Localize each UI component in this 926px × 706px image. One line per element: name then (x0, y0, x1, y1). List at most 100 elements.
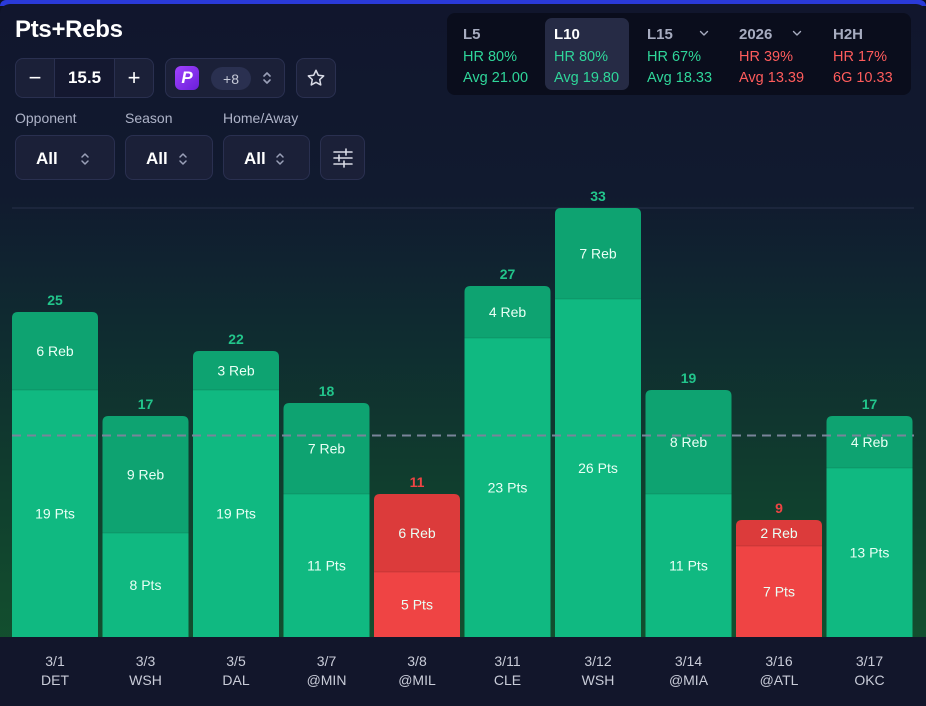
pts-label: 8 Pts (130, 577, 162, 593)
x-tick-opponent: DET (41, 672, 69, 688)
bar-segment-reb (193, 351, 279, 390)
bar-segment-reb (102, 416, 189, 533)
average-value: Avg 18.33 (647, 70, 713, 86)
x-tick-date: 3/12 (584, 653, 611, 669)
up-down-chevron-icon (263, 72, 271, 84)
pts-label: 26 Pts (578, 460, 618, 476)
opponent-filter-value: All (36, 149, 58, 168)
bar-segment-pts (464, 338, 551, 637)
total-label: 33 (590, 188, 606, 204)
stat-tab-season[interactable]: 2026 HR 39% Avg 13.39 (730, 18, 818, 90)
total-label: 17 (862, 396, 878, 412)
bar-group: 2 Reb 7 Pts 9 (736, 500, 822, 637)
stat-tab-label: L15 (647, 26, 673, 43)
stat-tab-h2h[interactable]: H2H HR 17% 6G 10.33 (824, 18, 908, 90)
x-tick-opponent: @ATL (760, 672, 799, 688)
bar-group: 4 Reb 13 Pts 17 (826, 396, 913, 637)
season-filter-label: Season (125, 110, 173, 126)
bar-segment-pts (826, 468, 913, 637)
reb-label: 8 Reb (670, 434, 708, 450)
reb-label: 4 Reb (489, 304, 527, 320)
top-accent-strip (0, 0, 926, 6)
hit-rate-value: HR 17% (833, 49, 887, 65)
x-tick-date: 3/14 (675, 653, 702, 669)
stat-tab-label: H2H (833, 26, 864, 43)
average-value: 6G 10.33 (833, 70, 893, 86)
x-tick-opponent: @MIN (307, 672, 347, 688)
reb-label: 7 Reb (308, 441, 346, 457)
up-down-chevron-icon (81, 153, 89, 165)
pts-label: 5 Pts (401, 597, 433, 613)
hit-rate-summary: L5 HR 80% Avg 21.00 L10 HR 80% Avg 19.80… (447, 13, 911, 95)
pts-label: 11 Pts (307, 558, 346, 574)
total-label: 25 (47, 292, 63, 308)
x-axis-bar (0, 637, 926, 706)
hit-rate-value: HR 67% (647, 49, 701, 65)
x-tick-date: 3/16 (765, 653, 792, 669)
bar-segment-pts (283, 494, 370, 637)
bar-segment-reb (12, 312, 98, 390)
line-value[interactable]: 15.5 (54, 59, 115, 97)
bar-group: 7 Reb 11 Pts 18 (283, 383, 370, 637)
bar-segment-reb (555, 208, 641, 299)
pts-label: 7 Pts (763, 584, 795, 600)
bar-segment-reb (645, 390, 732, 494)
home-away-filter-select[interactable]: All (223, 135, 310, 180)
season-filter-value: All (146, 149, 168, 168)
stat-tab-l15[interactable]: L15 HR 67% Avg 18.33 (638, 18, 722, 90)
bar-group: 9 Reb 8 Pts 17 (102, 396, 189, 637)
chevron-down-icon (792, 30, 802, 36)
up-down-chevron-icon (276, 153, 284, 165)
average-value: Avg 19.80 (554, 70, 620, 86)
total-label: 27 (500, 266, 516, 282)
total-label: 18 (319, 383, 335, 399)
stat-tab-label: L10 (554, 26, 580, 43)
total-label: 11 (410, 474, 425, 490)
star-icon (307, 69, 325, 86)
x-tick-opponent: WSH (582, 672, 615, 688)
opponent-filter-select[interactable]: All (15, 135, 115, 180)
pts-label: 13 Pts (850, 545, 890, 561)
average-value: Avg 21.00 (463, 70, 529, 86)
bar-segment-pts (102, 533, 189, 637)
prizepicks-logo-icon: P (175, 66, 199, 90)
decrease-line-button[interactable]: − (28, 65, 42, 90)
bar-segment-reb (826, 416, 913, 468)
total-label: 17 (138, 396, 154, 412)
reb-label: 6 Reb (398, 525, 436, 541)
x-tick-date: 3/1 (45, 653, 65, 669)
increase-line-button[interactable]: + (127, 65, 141, 90)
bar-segment-reb (736, 520, 822, 546)
season-filter-select[interactable]: All (125, 135, 213, 180)
reb-label: 6 Reb (36, 343, 74, 359)
x-tick-date: 3/7 (317, 653, 337, 669)
x-tick-opponent: OKC (854, 672, 884, 688)
bar-segment-reb (374, 494, 460, 572)
opponent-filter-label: Opponent (15, 110, 77, 126)
hit-rate-value: HR 80% (554, 49, 608, 65)
home-away-filter-label: Home/Away (223, 110, 299, 126)
bar-segment-pts (736, 546, 822, 637)
sliders-icon (332, 147, 353, 168)
x-tick-opponent: WSH (129, 672, 162, 688)
hit-rate-value: HR 39% (739, 49, 793, 65)
advanced-filters-button[interactable] (320, 135, 365, 180)
stat-tab-l5[interactable]: L5 HR 80% Avg 21.00 (454, 18, 538, 90)
pts-label: 11 Pts (669, 558, 708, 574)
favorite-button[interactable] (296, 58, 336, 98)
chevron-down-icon (699, 30, 709, 36)
stat-tab-label: L5 (463, 26, 481, 43)
bar-segment-pts (645, 494, 732, 637)
bar-segment-pts (193, 390, 279, 637)
bar-segment-reb (464, 286, 551, 338)
total-label: 9 (775, 500, 783, 516)
bar-segment-pts (374, 572, 460, 637)
x-tick-date: 3/17 (856, 653, 883, 669)
bar-segment-pts (555, 299, 641, 637)
x-tick-date: 3/3 (136, 653, 156, 669)
stat-tab-l10[interactable]: L10 HR 80% Avg 19.80 (545, 18, 629, 90)
sportsbook-select[interactable]: P +8 (165, 58, 285, 98)
reb-label: 3 Reb (217, 363, 255, 379)
up-down-chevron-icon (179, 153, 187, 165)
